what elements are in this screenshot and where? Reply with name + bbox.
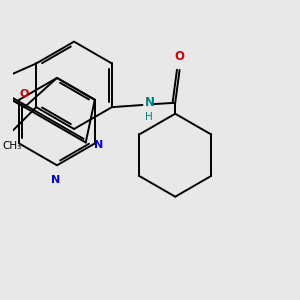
Text: N: N [145, 96, 154, 109]
Text: N: N [51, 175, 60, 185]
Text: O: O [175, 50, 184, 64]
Text: N: N [94, 140, 103, 150]
Text: H: H [145, 112, 152, 122]
Text: CH₃: CH₃ [3, 141, 22, 151]
Text: O: O [20, 89, 29, 99]
